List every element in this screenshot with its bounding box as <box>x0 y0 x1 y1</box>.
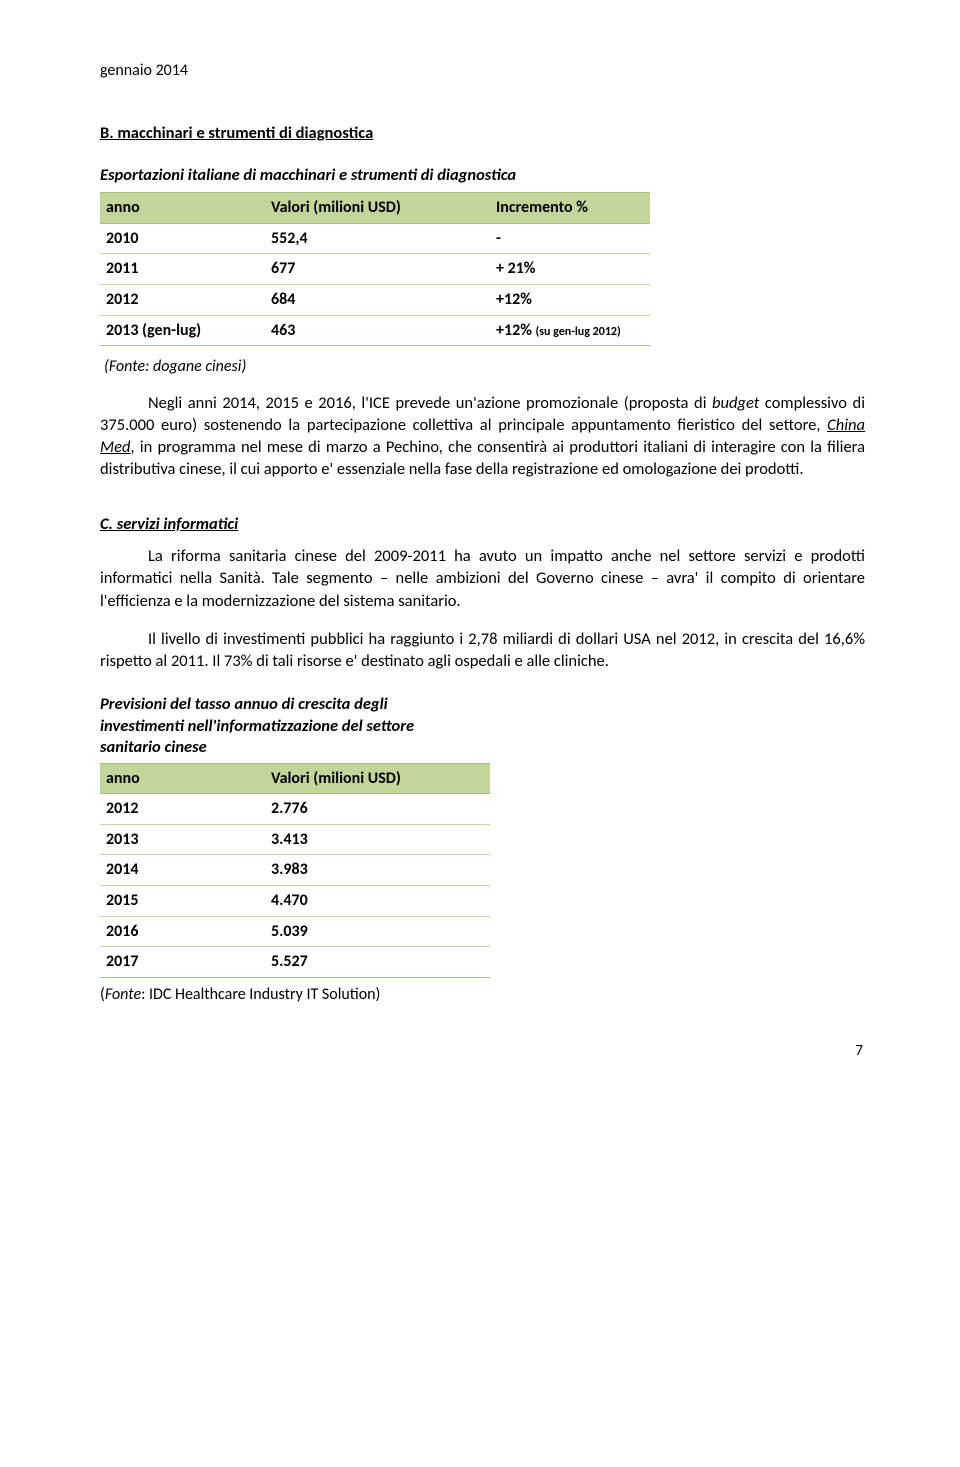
cell-year: 2017 <box>100 947 265 978</box>
cell-value: 5.039 <box>265 916 490 947</box>
cell-inc: +12% <box>490 284 650 315</box>
table-row: 2014 3.983 <box>100 855 490 886</box>
cell-value: 463 <box>265 315 490 346</box>
table-row: 2016 5.039 <box>100 916 490 947</box>
cell-value: 4.470 <box>265 886 490 917</box>
table-header-row: anno Valori (milioni USD) Incremento % <box>100 193 650 224</box>
cell-inc-note: (su gen-lug 2012) <box>535 325 620 339</box>
cell-value: 2.776 <box>265 794 490 825</box>
table-row: 2013 (gen-lug) 463 +12% (su gen-lug 2012… <box>100 315 650 346</box>
table-row: 2012 2.776 <box>100 794 490 825</box>
page-number: 7 <box>100 1041 865 1061</box>
cell-year: 2013 (gen-lug) <box>100 315 265 346</box>
cell-inc: - <box>490 223 650 254</box>
cell-value: 5.527 <box>265 947 490 978</box>
cell-value: 3.413 <box>265 824 490 855</box>
cell-year: 2011 <box>100 254 265 285</box>
section-c-p2: Il livello di investimenti pubblici ha r… <box>100 628 865 673</box>
forecast-source: (Fonte: IDC Healthcare Industry IT Solut… <box>100 984 865 1006</box>
cell-value: 3.983 <box>265 855 490 886</box>
table-b-title: Esportazioni italiane di macchinari e st… <box>100 164 865 186</box>
table-row: 2017 5.527 <box>100 947 490 978</box>
table-row: 2015 4.470 <box>100 886 490 917</box>
section-c-title: C. servizi informatici <box>100 513 865 535</box>
col-anno: anno <box>100 193 265 224</box>
table-header-row: anno Valori (milioni USD) <box>100 763 490 794</box>
cell-value: 552,4 <box>265 223 490 254</box>
col-incremento: Incremento % <box>490 193 650 224</box>
section-c-p1: La riforma sanitaria cinese del 2009-201… <box>100 545 865 612</box>
cell-value: 677 <box>265 254 490 285</box>
cell-inc: + 21% <box>490 254 650 285</box>
cell-year: 2013 <box>100 824 265 855</box>
cell-year: 2012 <box>100 284 265 315</box>
forecast-table: anno Valori (milioni USD) 2012 2.776 201… <box>100 763 490 978</box>
col-valori: Valori (milioni USD) <box>265 193 490 224</box>
cell-inc: +12% (su gen-lug 2012) <box>490 315 650 346</box>
section-b-paragraph: Negli anni 2014, 2015 e 2016, l'ICE prev… <box>100 392 865 481</box>
section-b-title: B. macchinari e strumenti di diagnostica <box>100 122 865 144</box>
col-anno: anno <box>100 763 265 794</box>
cell-year: 2012 <box>100 794 265 825</box>
table-row: 2010 552,4 - <box>100 223 650 254</box>
table-row: 2012 684 +12% <box>100 284 650 315</box>
cell-year: 2016 <box>100 916 265 947</box>
header-date: gennaio 2014 <box>100 60 865 82</box>
table-row: 2011 677 + 21% <box>100 254 650 285</box>
cell-value: 684 <box>265 284 490 315</box>
col-valori: Valori (milioni USD) <box>265 763 490 794</box>
table-row: 2013 3.413 <box>100 824 490 855</box>
table-b-source: (Fonte: dogane cinesi) <box>104 356 865 378</box>
cell-year: 2014 <box>100 855 265 886</box>
cell-year: 2010 <box>100 223 265 254</box>
exports-table: anno Valori (milioni USD) Incremento % 2… <box>100 192 650 346</box>
budget-word: budget <box>712 393 759 413</box>
forecast-title: Previsioni del tasso annuo di crescita d… <box>100 694 460 758</box>
cell-year: 2015 <box>100 886 265 917</box>
